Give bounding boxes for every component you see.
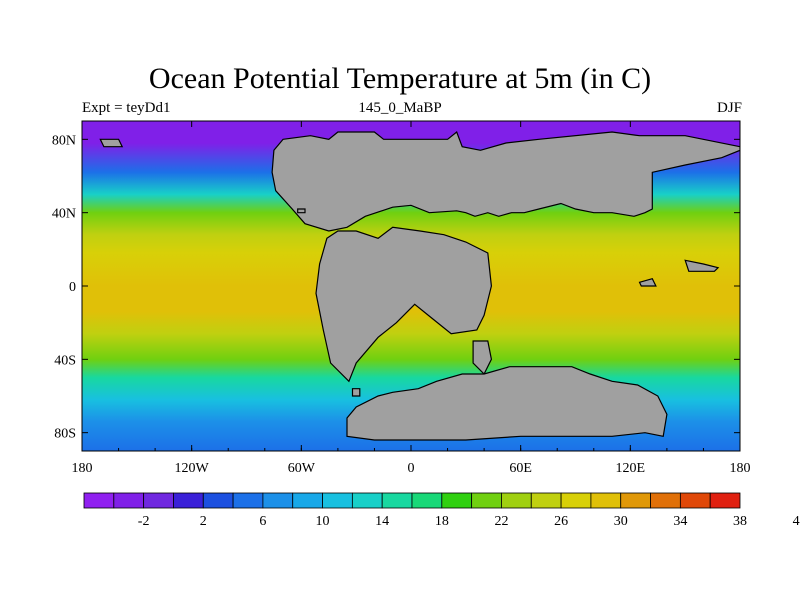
- x-tick-label: 60E: [509, 461, 532, 476]
- colorbar-swatch: [650, 492, 681, 509]
- colorbar-label: 38: [733, 514, 747, 529]
- colorbar-swatch: [322, 492, 353, 509]
- colorbar-swatch: [232, 492, 264, 509]
- land-africa-south-america: [315, 226, 493, 383]
- colorbar-label: 42: [793, 514, 800, 529]
- colorbar-label: -2: [138, 514, 150, 529]
- colorbar-swatch: [679, 492, 711, 509]
- x-tick-label: 180: [730, 461, 751, 476]
- y-tick-label: 80S: [54, 427, 76, 442]
- colorbar-swatch: [530, 492, 562, 509]
- colorbar-swatch: [173, 492, 204, 509]
- colorbar-label: 30: [614, 514, 628, 529]
- colorbar-swatch: [709, 492, 741, 509]
- land-india: [472, 340, 493, 376]
- y-tick-label: 40S: [54, 353, 76, 368]
- season-label: DJF: [716, 100, 742, 116]
- land-island-4: [638, 277, 657, 287]
- colorbar-label: 14: [375, 514, 389, 529]
- experiment-label: Expt = teyDd1: [82, 100, 171, 116]
- colorbar-label: 6: [259, 514, 266, 529]
- colorbar-swatch: [411, 492, 443, 509]
- land-north-america-eurasia: [271, 131, 740, 232]
- y-tick-label: 40N: [52, 207, 76, 222]
- x-tick-label: 60W: [288, 461, 316, 476]
- colorbar-swatch: [143, 492, 174, 509]
- colorbar-swatch: [351, 492, 383, 509]
- land-greenland-fragment: [99, 138, 124, 148]
- colorbar-label: 34: [673, 514, 687, 529]
- colorbar-swatch: [202, 492, 234, 509]
- axis-ticks: 180 120W 60W 0 60E 120E 180 80N 40N 0 40S 80S: [52, 121, 751, 476]
- land-layer: [99, 131, 740, 441]
- y-tick-label: 0: [69, 280, 76, 295]
- y-tick-label: 80N: [52, 133, 76, 148]
- colorbar-swatch: [620, 492, 651, 509]
- x-tick-label: 120E: [616, 461, 646, 476]
- colorbar: -226101418222630343842: [83, 492, 800, 529]
- colorbar-swatch: [113, 492, 145, 509]
- land-island-1: [351, 388, 361, 397]
- colorbar-swatch: [292, 492, 323, 509]
- x-tick-label: 180: [72, 461, 93, 476]
- colorbar-swatch: [262, 492, 294, 509]
- period-label: 145_0_MaBP: [358, 100, 442, 116]
- land-antarctica-australia: [346, 366, 668, 441]
- land-island-3: [684, 259, 720, 272]
- colorbar-label: 10: [316, 514, 330, 529]
- colorbar-swatch: [441, 492, 473, 509]
- colorbar-label: 18: [435, 514, 449, 529]
- colorbar-swatch: [83, 492, 115, 509]
- colorbar-swatch: [590, 492, 622, 509]
- colorbar-swatch: [471, 492, 502, 509]
- land-island-2: [297, 208, 306, 214]
- x-tick-label: 120W: [175, 461, 210, 476]
- x-tick-label: 0: [408, 461, 415, 476]
- colorbar-label: 2: [200, 514, 207, 529]
- map-area[interactable]: [82, 121, 740, 451]
- colorbar-swatch: [560, 492, 592, 509]
- map-title: Ocean Potential Temperature at 5m (in C): [148, 62, 652, 95]
- colorbar-swatch: [381, 492, 413, 509]
- colorbar-label: 22: [494, 514, 508, 529]
- colorbar-swatch: [501, 492, 532, 509]
- colorbar-label: 26: [554, 514, 568, 529]
